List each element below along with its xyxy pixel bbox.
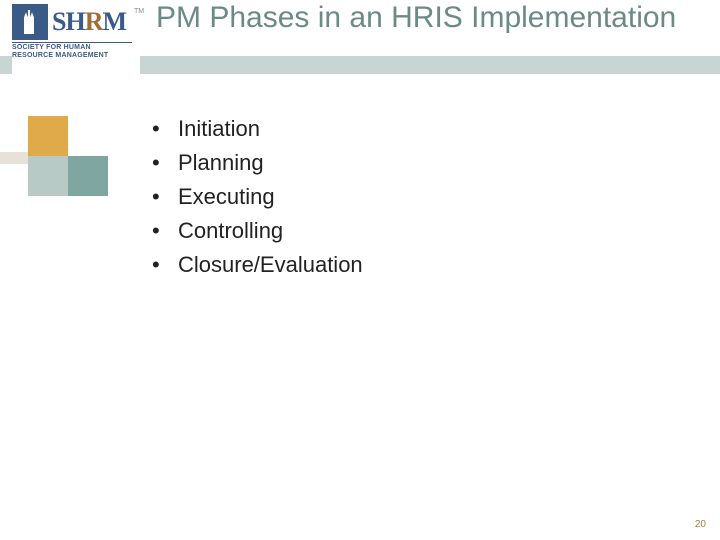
logo-wordmark: SHRM [52,7,126,37]
bullet-dot: • [152,248,178,282]
bullet-dot: • [152,180,178,214]
bullet-text: Executing [178,180,275,214]
page-number: 20 [695,519,706,530]
square-2 [68,116,108,156]
bullet-item: •Planning [152,146,363,180]
bullet-item: •Executing [152,180,363,214]
bullet-text: Closure/Evaluation [178,248,363,282]
bullet-text: Controlling [178,214,283,248]
square-1 [28,116,68,156]
logo-subtitle-1: SOCIETY FOR HUMAN [12,44,140,52]
bullet-item: •Controlling [152,214,363,248]
bullet-dot: • [152,146,178,180]
side-squares [28,116,108,196]
logo-r: R [85,7,103,36]
square-3 [28,156,68,196]
logo: SHRM SOCIETY FOR HUMAN RESOURCE MANAGEME… [12,4,140,84]
logo-divider [12,42,132,43]
bullet-item: •Initiation [152,112,363,146]
logo-m: M [102,7,126,36]
bullet-text: Initiation [178,112,260,146]
logo-sh: SH [52,7,85,36]
bullet-list: •Initiation•Planning•Executing•Controlli… [152,112,363,282]
square-4 [68,156,108,196]
bullet-dot: • [152,214,178,248]
logo-icon [12,4,48,40]
logo-subtitle-2: RESOURCE MANAGEMENT [12,52,140,60]
trademark: TM [134,8,144,15]
bullet-dot: • [152,112,178,146]
slide-title: PM Phases in an HRIS Implementation [156,0,676,36]
bullet-text: Planning [178,146,264,180]
bullet-item: •Closure/Evaluation [152,248,363,282]
